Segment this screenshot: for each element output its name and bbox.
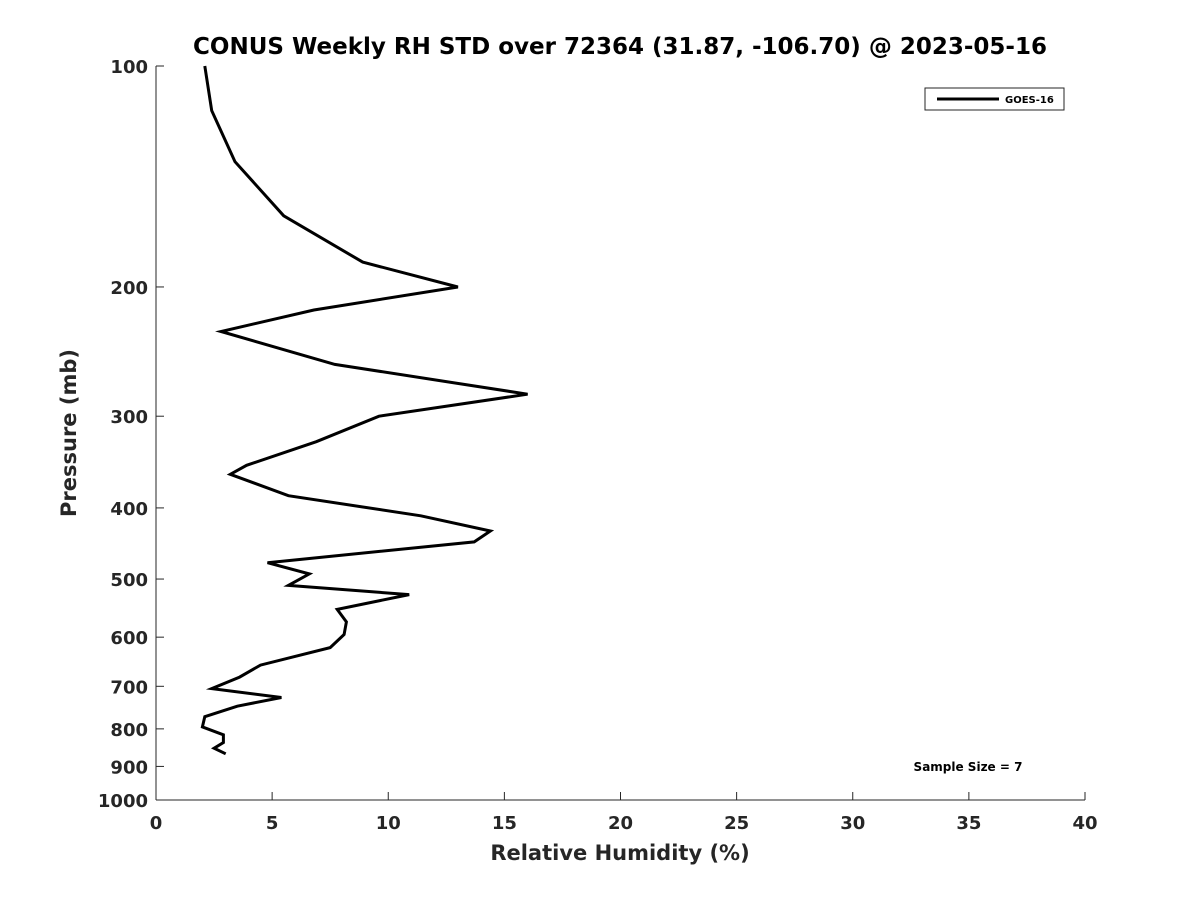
legend-label: GOES-16 bbox=[1005, 95, 1054, 106]
x-ticks: 0 5 10 15 20 25 30 35 40 bbox=[150, 792, 1098, 834]
y-tick-label: 100 bbox=[110, 57, 148, 78]
x-tick-label: 35 bbox=[956, 813, 981, 834]
x-tick-label: 0 bbox=[150, 813, 163, 834]
x-tick-label: 10 bbox=[376, 813, 401, 834]
y-tick-label: 200 bbox=[110, 278, 148, 299]
chart-title: CONUS Weekly RH STD over 72364 (31.87, -… bbox=[193, 34, 1047, 60]
x-tick-label: 30 bbox=[840, 813, 865, 834]
y-tick-label: 700 bbox=[110, 677, 148, 698]
x-tick-label: 25 bbox=[724, 813, 749, 834]
y-axis-label: Pressure (mb) bbox=[57, 349, 81, 517]
y-tick-label: 900 bbox=[110, 757, 148, 778]
y-tick-label: 1000 bbox=[98, 791, 148, 812]
legend: GOES-16 bbox=[924, 87, 1065, 111]
y-tick-label: 800 bbox=[110, 720, 148, 741]
sample-size-annotation: Sample Size = 7 bbox=[914, 760, 1023, 774]
series-layer bbox=[200, 65, 528, 756]
x-tick-label: 20 bbox=[608, 813, 633, 834]
plot-frame bbox=[155, 66, 1085, 801]
x-tick-label: 40 bbox=[1072, 813, 1097, 834]
y-tick-label: 400 bbox=[110, 499, 148, 520]
x-tick-label: 15 bbox=[492, 813, 517, 834]
x-axis-label: Relative Humidity (%) bbox=[490, 841, 749, 865]
y-tick-label: 300 bbox=[110, 407, 148, 428]
y-tick-label: 600 bbox=[110, 628, 148, 649]
series-line-goes-16 bbox=[200, 65, 528, 756]
x-tick-label: 5 bbox=[266, 813, 279, 834]
y-tick-label: 500 bbox=[110, 570, 148, 591]
y-ticks: 100 200 300 400 500 600 700 800 900 1000 bbox=[98, 57, 164, 812]
